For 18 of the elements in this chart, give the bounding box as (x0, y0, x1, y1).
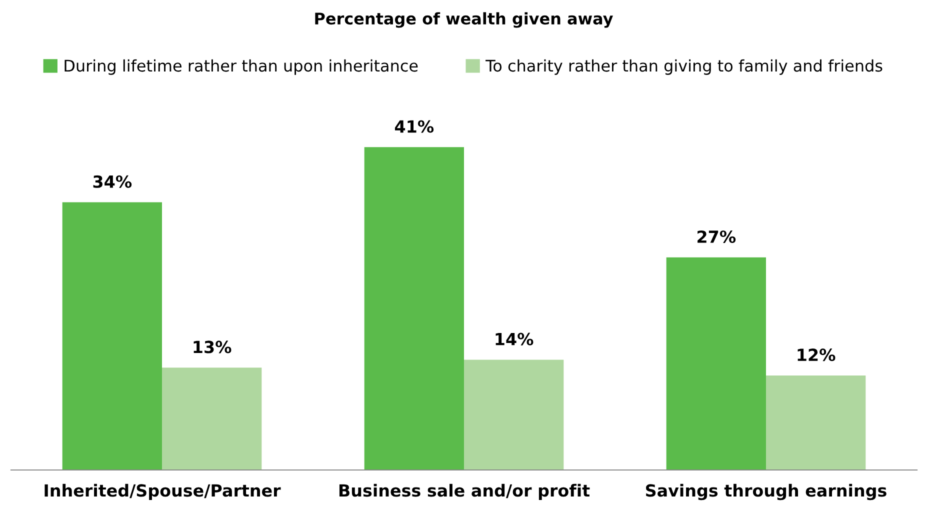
x-tick-label: Savings through earnings (646, 484, 886, 500)
legend-label: To charity rather than giving to family and friends (486, 59, 882, 75)
data-label: 12% (798, 348, 836, 362)
data-label: 41% (394, 120, 434, 133)
data-label: 27% (698, 230, 736, 244)
legend-label: During lifetime rather than upon inheritance (64, 59, 418, 75)
bar (162, 368, 262, 470)
data-label: 14% (496, 332, 534, 346)
bar (364, 147, 464, 470)
bar (666, 257, 766, 470)
bar (62, 202, 162, 470)
chart-title: Percentage of wealth given away (315, 12, 613, 28)
bar (464, 360, 564, 470)
x-tick-label: Inherited/Spouse/Partner (44, 484, 281, 500)
data-label: 34% (93, 175, 132, 188)
x-tick-label: Business sale and/or profit (339, 484, 590, 500)
data-label: 13% (194, 340, 232, 354)
bar (766, 376, 866, 470)
